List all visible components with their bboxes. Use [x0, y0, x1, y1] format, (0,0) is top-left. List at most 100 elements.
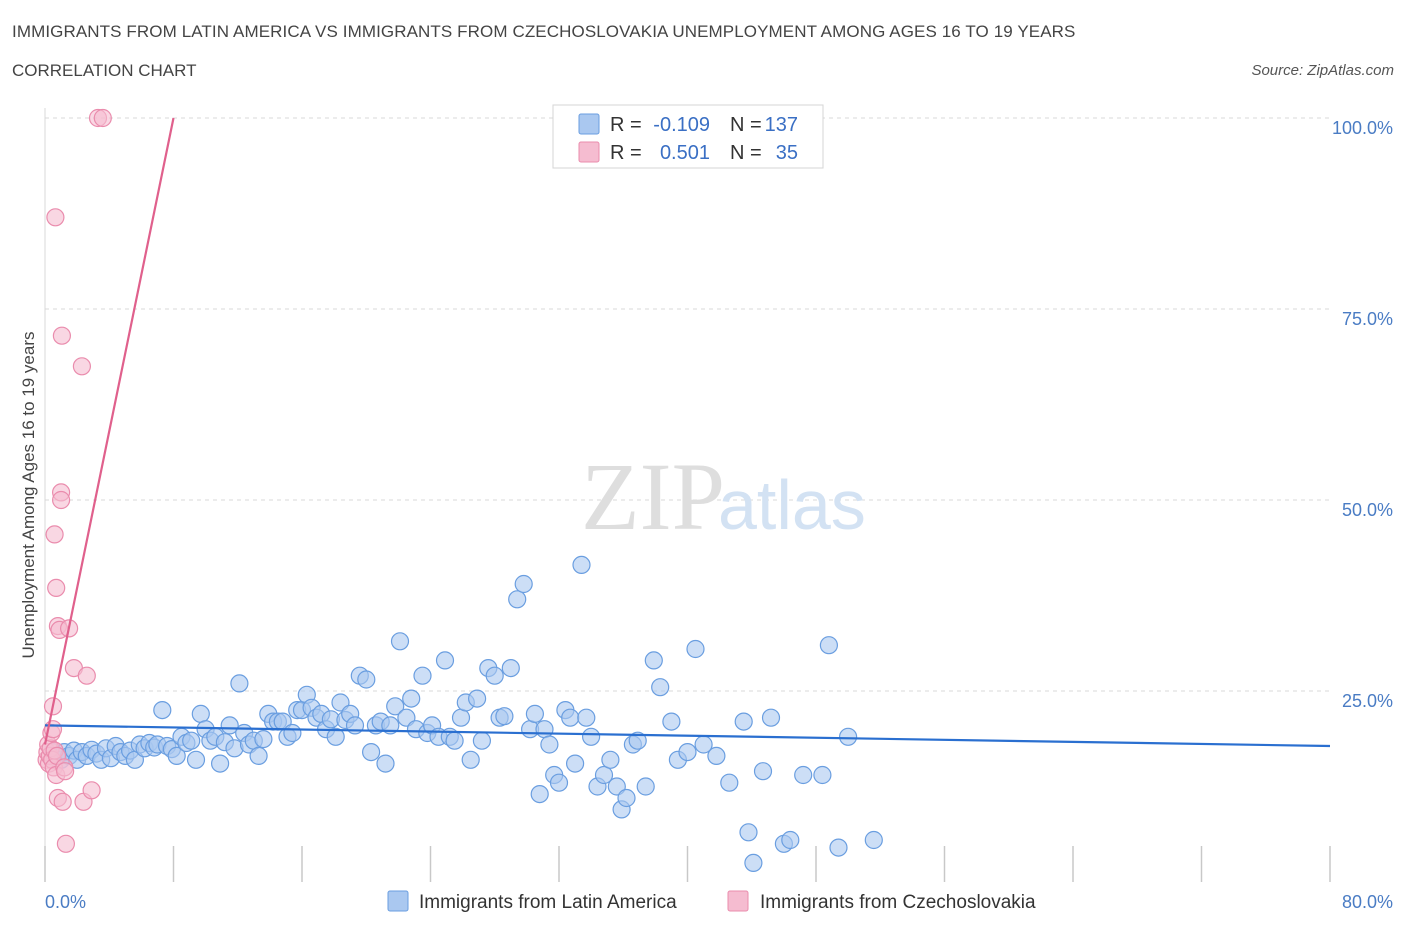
- latin-america-point-77: [413, 666, 432, 685]
- latin-america-point-32: [191, 704, 210, 724]
- legend-swatch-pink: [578, 141, 600, 163]
- latin-america-point-73: [390, 632, 410, 651]
- czechoslovakia-point-12: [45, 525, 64, 544]
- y-tick-label-1: 50.0%: [1342, 500, 1393, 520]
- latin-america-point-60: [326, 727, 345, 746]
- latin-america-point-86: [461, 750, 480, 769]
- latin-america-point-88: [472, 731, 491, 750]
- watermark-atlas: atlas: [718, 466, 866, 544]
- y-tick-label-3: 100.0%: [1332, 118, 1393, 138]
- latin-america-point-120: [662, 712, 681, 731]
- latin-america-point-90: [485, 666, 504, 685]
- latin-america-point-75: [402, 689, 421, 708]
- latin-america-point-24: [153, 700, 172, 720]
- czechoslovakia-point-32: [82, 781, 101, 800]
- latin-america-point-104: [561, 708, 580, 727]
- legend-n-label-1: N =: [730, 114, 762, 136]
- latin-america-point-105: [565, 754, 585, 773]
- latin-america-point-45: [254, 729, 273, 749]
- latin-america-point-107: [577, 708, 596, 727]
- latin-america-point-27: [167, 746, 186, 766]
- legend-swatch-blue: [578, 113, 600, 135]
- latin-america-point-71: [381, 716, 400, 735]
- czechoslovakia-point-23: [53, 792, 72, 811]
- latin-america-point-118: [644, 651, 663, 670]
- latin-america-point-134: [794, 765, 813, 785]
- latin-america-point-131: [761, 708, 781, 727]
- y-axis-tick-labels: 25.0% 50.0% 75.0% 100.0%: [1332, 118, 1393, 711]
- trendline-czechoslovakia: [43, 117, 175, 745]
- latin-america-point-100: [540, 735, 559, 754]
- series-legend-label-blue: Immigrants from Latin America: [419, 892, 677, 913]
- legend-n-value-1: 137: [765, 114, 798, 136]
- y-tick-label-0: 25.0%: [1342, 691, 1393, 711]
- czechoslovakia-point-15: [47, 578, 66, 598]
- latin-america-point-92: [495, 707, 514, 726]
- latin-america-point-72: [386, 697, 405, 716]
- czechoslovakia-point-31: [77, 666, 96, 685]
- latin-america-point-130: [753, 762, 773, 781]
- latin-america-point-97: [525, 704, 545, 724]
- latin-america-point-119: [651, 678, 670, 697]
- series-latin-america-points: [43, 555, 883, 873]
- series-legend-label-pink: Immigrants from Czechoslovakia: [760, 892, 1036, 913]
- latin-america-point-102: [549, 773, 569, 792]
- series-legend-swatch-pink: [727, 890, 749, 912]
- latin-america-point-99: [535, 720, 554, 739]
- latin-america-point-138: [838, 727, 858, 746]
- latin-america-point-111: [601, 750, 620, 769]
- latin-america-point-139: [864, 830, 883, 850]
- czechoslovakia-point-13: [46, 208, 65, 227]
- latin-america-point-67: [362, 742, 381, 762]
- latin-america-point-40: [230, 674, 249, 693]
- series-legend: Immigrants from Latin America Immigrants…: [387, 890, 1036, 913]
- source-credit: Source: ZipAtlas.com: [1251, 62, 1394, 79]
- legend-r-value-1: -0.109: [653, 114, 710, 136]
- latin-america-point-136: [819, 636, 839, 655]
- legend-r-label-1: R =: [610, 114, 642, 136]
- latin-america-point-123: [686, 639, 705, 659]
- chart-subtitle: CORRELATION CHART: [12, 61, 197, 80]
- latin-america-point-106: [572, 555, 591, 575]
- czechoslovakia-point-25: [55, 762, 75, 781]
- latin-america-point-31: [186, 750, 206, 769]
- legend-r-label-2: R =: [610, 142, 642, 164]
- latin-america-point-114: [617, 788, 636, 808]
- x-axis-ticks: [44, 846, 1331, 882]
- latin-america-point-116: [628, 731, 647, 750]
- czechoslovakia-point-22: [52, 326, 72, 345]
- latin-america-point-30: [182, 731, 201, 750]
- chart-title: IMMIGRANTS FROM LATIN AMERICA VS IMMIGRA…: [12, 22, 1076, 41]
- latin-america-point-135: [813, 765, 832, 785]
- latin-america-point-95: [514, 574, 533, 594]
- latin-america-point-36: [211, 754, 230, 773]
- latin-america-point-44: [249, 746, 268, 766]
- latin-america-point-128: [739, 823, 758, 842]
- latin-america-point-127: [734, 712, 753, 731]
- legend-r-value-2: 0.501: [660, 142, 710, 164]
- watermark-zip: ZIP: [581, 443, 725, 550]
- latin-america-point-66: [357, 670, 376, 689]
- czechoslovakia-point-29: [72, 357, 92, 376]
- czechoslovakia-point-21: [51, 490, 71, 510]
- latin-america-point-51: [283, 723, 302, 743]
- czechoslovakia-point-26: [56, 834, 76, 853]
- series-legend-swatch-blue: [387, 890, 409, 912]
- latin-america-point-122: [678, 742, 697, 762]
- latin-america-point-38: [220, 716, 239, 735]
- latin-america-point-93: [501, 658, 520, 678]
- czechoslovakia-point-34: [93, 108, 112, 128]
- y-tick-label-2: 75.0%: [1342, 309, 1393, 329]
- trendline-latin-america: [44, 724, 1331, 748]
- latin-america-point-81: [435, 651, 455, 670]
- y-axis-label: Unemployment Among Ages 16 to 19 years: [19, 332, 38, 659]
- latin-america-point-133: [781, 830, 800, 850]
- latin-america-point-117: [636, 777, 655, 796]
- latin-america-point-87: [468, 689, 487, 708]
- latin-america-point-108: [581, 727, 601, 746]
- stats-legend: R = -0.109 N = 137 R = 0.501 N = 35: [552, 104, 824, 169]
- x-tick-label-min: 0.0%: [45, 892, 86, 912]
- legend-n-label-2: N =: [730, 142, 762, 164]
- latin-america-point-126: [720, 773, 739, 792]
